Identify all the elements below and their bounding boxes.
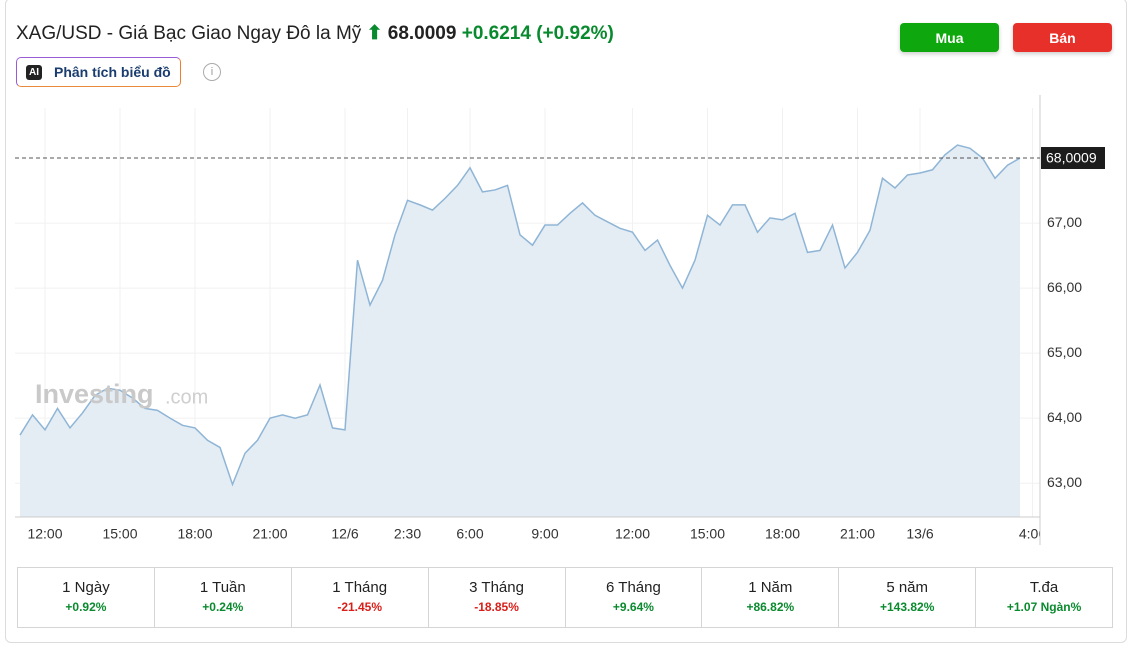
y-tick-label: 66,00 — [1047, 279, 1082, 295]
instrument-title: XAG/USD - Giá Bạc Giao Ngay Đô la Mỹ — [16, 23, 362, 44]
x-tick-label: 12:00 — [27, 526, 62, 542]
change: +0.6214 — [461, 23, 531, 44]
x-tick-label: 2:30 — [394, 526, 421, 542]
ai-analysis-button[interactable]: AI Phân tích biểu đồ — [16, 57, 181, 87]
sell-button[interactable]: Bán — [1013, 23, 1112, 52]
y-tick-label: 67,00 — [1047, 214, 1082, 230]
widget — [5, 0, 1127, 643]
period: 1 Năm — [748, 579, 793, 596]
performance-cell[interactable]: 5 năm +143.82% — [839, 568, 977, 627]
last-value-label: 68,0009 — [1046, 150, 1097, 166]
period: 5 năm — [886, 579, 929, 596]
last-value-box — [1041, 147, 1105, 170]
performance-cell[interactable]: T.đa +1.07 Ngàn% — [976, 568, 1112, 627]
plot: 12:00 15:00 18:00 21:00 12/6 2:30 6:00 9:00 12:0… — [15, 108, 1046, 542]
period-change: +9.64% — [612, 600, 654, 614]
x-tick-label: 12:00 — [615, 526, 650, 542]
x-tick-label: 9:00 — [531, 526, 558, 542]
x-tick-label: 21:00 — [252, 526, 287, 542]
period-change: -18.85% — [474, 600, 519, 614]
info-icon[interactable]: i — [203, 63, 221, 81]
x-tick-label: 12/6 — [331, 526, 358, 542]
period-change: +0.24% — [202, 600, 244, 614]
period: 1 Tuần — [199, 579, 246, 596]
x-tick-label: 15:00 — [102, 526, 137, 542]
x-tick-label: 4:00 — [1019, 526, 1046, 542]
buy-button[interactable]: Mua — [900, 23, 999, 52]
change-pct: (+0.92%) — [536, 23, 614, 44]
period-change: +1.07 Ngàn% — [1006, 600, 1082, 614]
performance-cell[interactable]: 1 Ngày +0.92% — [18, 568, 155, 627]
performance-cell[interactable]: 1 Tháng -21.45% — [292, 568, 429, 627]
period-change: -21.45% — [337, 600, 383, 614]
arrow-up: ⬆ — [366, 23, 383, 44]
performance-cell[interactable]: 3 Tháng -18.85% — [429, 568, 566, 627]
period: 1 Ngày — [62, 579, 110, 596]
period: 6 Tháng — [606, 579, 661, 596]
x-tick-label: 13/6 — [906, 526, 933, 542]
period: 3 Tháng — [469, 579, 524, 596]
x-tick-label: 18:00 — [765, 526, 800, 542]
performance-cell[interactable]: 1 Năm +86.82% — [702, 568, 840, 627]
y-tick-label: 63,00 — [1047, 474, 1082, 490]
ai-label: Phân tích biểu đồ — [54, 64, 171, 80]
period: 1 Tháng — [332, 579, 388, 596]
ai-badge: AI — [26, 64, 42, 80]
watermark-suffix: .com — [165, 386, 208, 408]
y-tick-label: 64,00 — [1047, 409, 1082, 425]
price: 68.0009 — [387, 23, 457, 44]
x-tick-label: 6:00 — [456, 526, 483, 542]
period-change: +0.92% — [65, 600, 107, 614]
x-tick-label: 15:00 — [690, 526, 725, 542]
x-tick-label: 21:00 — [840, 526, 875, 542]
header: XAG/USD - Giá Bạc Giao Ngay Đô la Mỹ ⬆ 6… — [16, 22, 614, 45]
x-tick-label: 18:00 — [177, 526, 212, 542]
period-change: +86.82% — [746, 600, 795, 614]
performance-cell[interactable]: 1 Tuần +0.24% — [155, 568, 292, 627]
performance-cell[interactable]: 6 Tháng +9.64% — [566, 568, 703, 627]
line — [19, 144, 1021, 487]
chart: 12:00 15:00 18:00 21:00 12/6 2:30 6:00 9:00 12:0… — [15, 95, 1105, 545]
area — [20, 145, 1020, 517]
watermark-brand: Investing — [35, 379, 154, 409]
period: T.đa — [1029, 579, 1059, 596]
performance-table: 1 Ngày +0.92% 1 Tuần +0.24% 1 Tháng -21.45% 3 … — [17, 567, 1113, 628]
period-change: +143.82% — [879, 600, 935, 614]
y-tick-label: 65,00 — [1047, 344, 1082, 360]
